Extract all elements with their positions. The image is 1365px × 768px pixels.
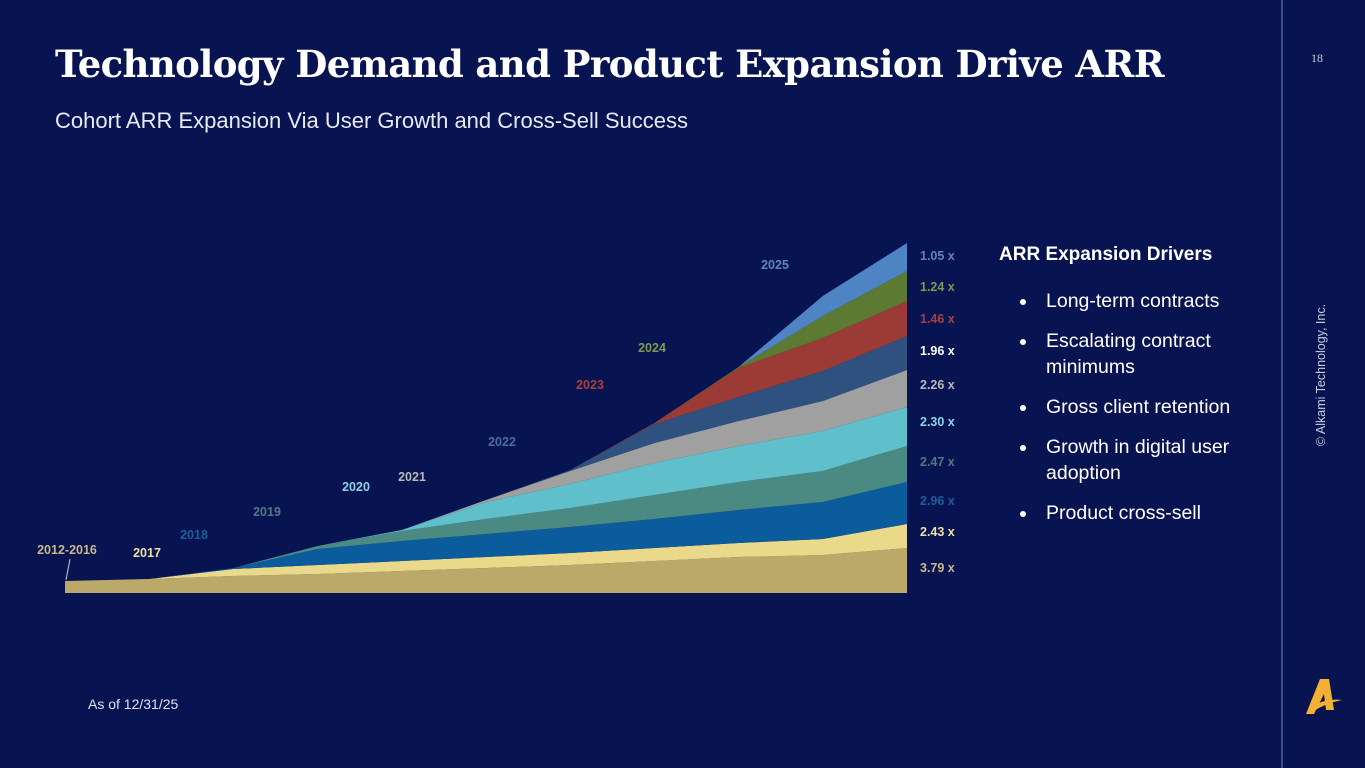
area-series-2021 [401,370,907,530]
year-label-2022: 2022 [488,435,516,449]
driver-text: Escalating contract minimums [1046,330,1211,378]
area-series-2018 [149,482,907,579]
year-label-2017: 2017 [133,546,161,560]
logo-a-shape [1306,679,1334,714]
multiple-label-2017: 2.43 x [920,525,955,539]
chart-year-labels: 2012-2016 2017 2018 2019 2020 2021 2022 2023 202… [37,258,789,581]
multiple-label-2024: 1.24 x [920,280,955,294]
driver-item: Growth in digital user adoption [999,434,1279,486]
year-label-2020: 2020 [342,480,370,494]
page-number: 18 [1311,51,1323,65]
bullet-icon [1020,445,1026,451]
as-of-footnote: As of 12/31/25 [88,696,179,712]
multiple-label-2022: 1.96 x [920,344,955,358]
page-title: Technology Demand and Product Expansion … [55,42,1164,86]
year-label-2024: 2024 [638,341,666,355]
driver-item: Escalating contract minimums [999,328,1279,380]
chart-multiple-labels: 3.79 x 2.43 x 2.96 x 2.47 x 2.30 x 2.26 x 1.96… [920,249,955,575]
multiple-label-2018: 2.96 x [920,494,955,508]
bullet-icon [1020,299,1026,305]
page-subtitle: Cohort ARR Expansion Via User Growth and… [55,108,688,133]
logo-swoosh [1310,699,1342,712]
drivers-heading: ARR Expansion Drivers [999,244,1213,265]
multiple-label-2023: 1.46 x [920,312,955,326]
alkami-logo-icon [1306,679,1342,714]
driver-item: Gross client retention [999,394,1279,420]
driver-text: Growth in digital user adoption [1046,436,1230,484]
chart-areas [65,243,908,593]
area-series-2017 [65,524,907,581]
bullet-icon [1020,339,1026,345]
year-label-2021: 2021 [398,470,426,484]
multiple-label-2020: 2.30 x [920,415,955,429]
area-series-2025 [738,243,907,367]
driver-text: Gross client retention [1046,396,1231,418]
multiple-label-2012-2016: 3.79 x [920,561,955,575]
area-series-2024 [654,271,907,423]
year-label-2012-2016: 2012-2016 [37,543,97,557]
year-label-2018: 2018 [180,528,208,542]
area-series-2019 [233,446,907,568]
area-series-2022 [486,336,907,500]
year-label-2019: 2019 [253,505,281,519]
bullet-icon [1020,405,1026,411]
multiple-label-2021: 2.26 x [920,378,955,392]
area-series-2020 [317,407,908,546]
driver-text: Product cross-sell [1046,502,1201,524]
multiple-label-2025: 1.05 x [920,249,955,263]
arr-drivers-panel: ARR Expansion Drivers Long-term contract… [999,244,1279,540]
multiple-label-2019: 2.47 x [920,455,955,469]
area-series-2012-2016 [65,548,907,593]
drivers-list: Long-term contracts Escalating contract … [999,288,1279,526]
area-series-2023 [570,301,907,470]
leader-line-2012-2016 [65,558,71,581]
driver-item: Long-term contracts [999,288,1279,314]
driver-text: Long-term contracts [1046,290,1220,312]
year-label-2023: 2023 [576,378,604,392]
driver-item: Product cross-sell [999,500,1279,526]
year-label-2025: 2025 [761,258,789,272]
bullet-icon [1020,511,1026,517]
sidebar-divider [1281,0,1283,768]
